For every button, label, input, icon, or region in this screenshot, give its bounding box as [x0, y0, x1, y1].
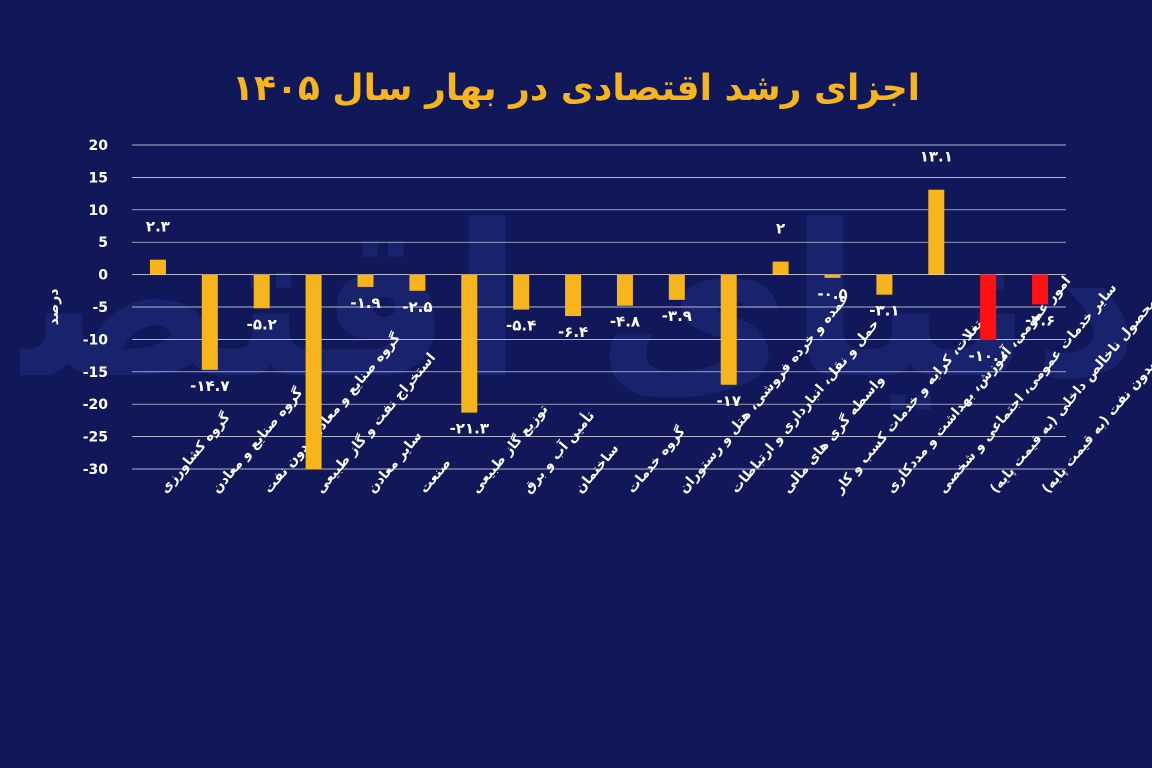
y-tick-label: -5 — [92, 300, 108, 316]
data-label: -۵.۴ — [506, 317, 536, 335]
y-tick-label: 15 — [89, 170, 108, 186]
data-label: -۵.۲ — [247, 315, 277, 333]
y-tick-label: 20 — [89, 138, 109, 154]
chart-title: اجزای رشد اقتصادی در بهار سال ۱۴۰۵ — [232, 68, 920, 109]
data-label: -۲.۵ — [402, 298, 432, 316]
x-tick-label: واسطه گری های مالی — [779, 371, 888, 496]
x-tick-label: امور عمومی، آموزش، بهداشت و مددکاری — [882, 273, 1074, 497]
y-tick-label: 5 — [98, 235, 108, 251]
y-tick-label: -25 — [83, 430, 108, 446]
data-label: -۳.۹ — [662, 307, 692, 325]
data-label: -۴.۶ — [1025, 311, 1055, 329]
data-label: -۱۷ — [716, 392, 741, 410]
x-tick-label: صنعت — [416, 455, 454, 496]
bar — [201, 274, 218, 370]
y-axis-label: درصد — [46, 289, 62, 326]
bar — [876, 274, 893, 295]
bar — [149, 259, 166, 275]
data-label: -۱۰.۱ — [968, 347, 1007, 365]
data-label: ۱۳.۱ — [920, 148, 953, 166]
bar — [461, 274, 478, 413]
data-label: -۱.۹ — [350, 294, 380, 312]
bar — [565, 274, 582, 317]
y-tick-label: -15 — [83, 365, 108, 381]
data-label: -۳.۱ — [869, 302, 899, 320]
bar — [980, 274, 997, 341]
data-label: -۲۱.۳ — [450, 420, 489, 438]
bar — [720, 274, 737, 385]
bar — [928, 189, 945, 275]
x-tick-label: گروه صنایع و معادن — [208, 384, 306, 497]
bar — [253, 274, 270, 309]
data-label: -۴.۸ — [610, 313, 640, 331]
bar — [305, 274, 322, 469]
bar — [616, 274, 633, 306]
y-tick-label: -10 — [83, 332, 109, 348]
bar — [824, 274, 841, 278]
y-tick-label: 10 — [89, 203, 109, 219]
bar — [1032, 274, 1049, 305]
data-label: ۲.۳ — [146, 218, 170, 236]
bar — [513, 274, 530, 310]
data-label: -۱۴.۷ — [190, 377, 229, 395]
y-tick-label: -30 — [83, 462, 109, 478]
y-tick-label: 0 — [98, 268, 108, 284]
data-label: -۶.۴ — [558, 323, 588, 341]
bar — [668, 274, 685, 300]
y-tick-label: -20 — [83, 397, 109, 413]
bar — [772, 261, 789, 275]
bar — [409, 274, 426, 291]
data-label: ۲ — [776, 220, 785, 238]
bar — [357, 274, 374, 287]
data-label: -۰.۵ — [817, 285, 847, 303]
